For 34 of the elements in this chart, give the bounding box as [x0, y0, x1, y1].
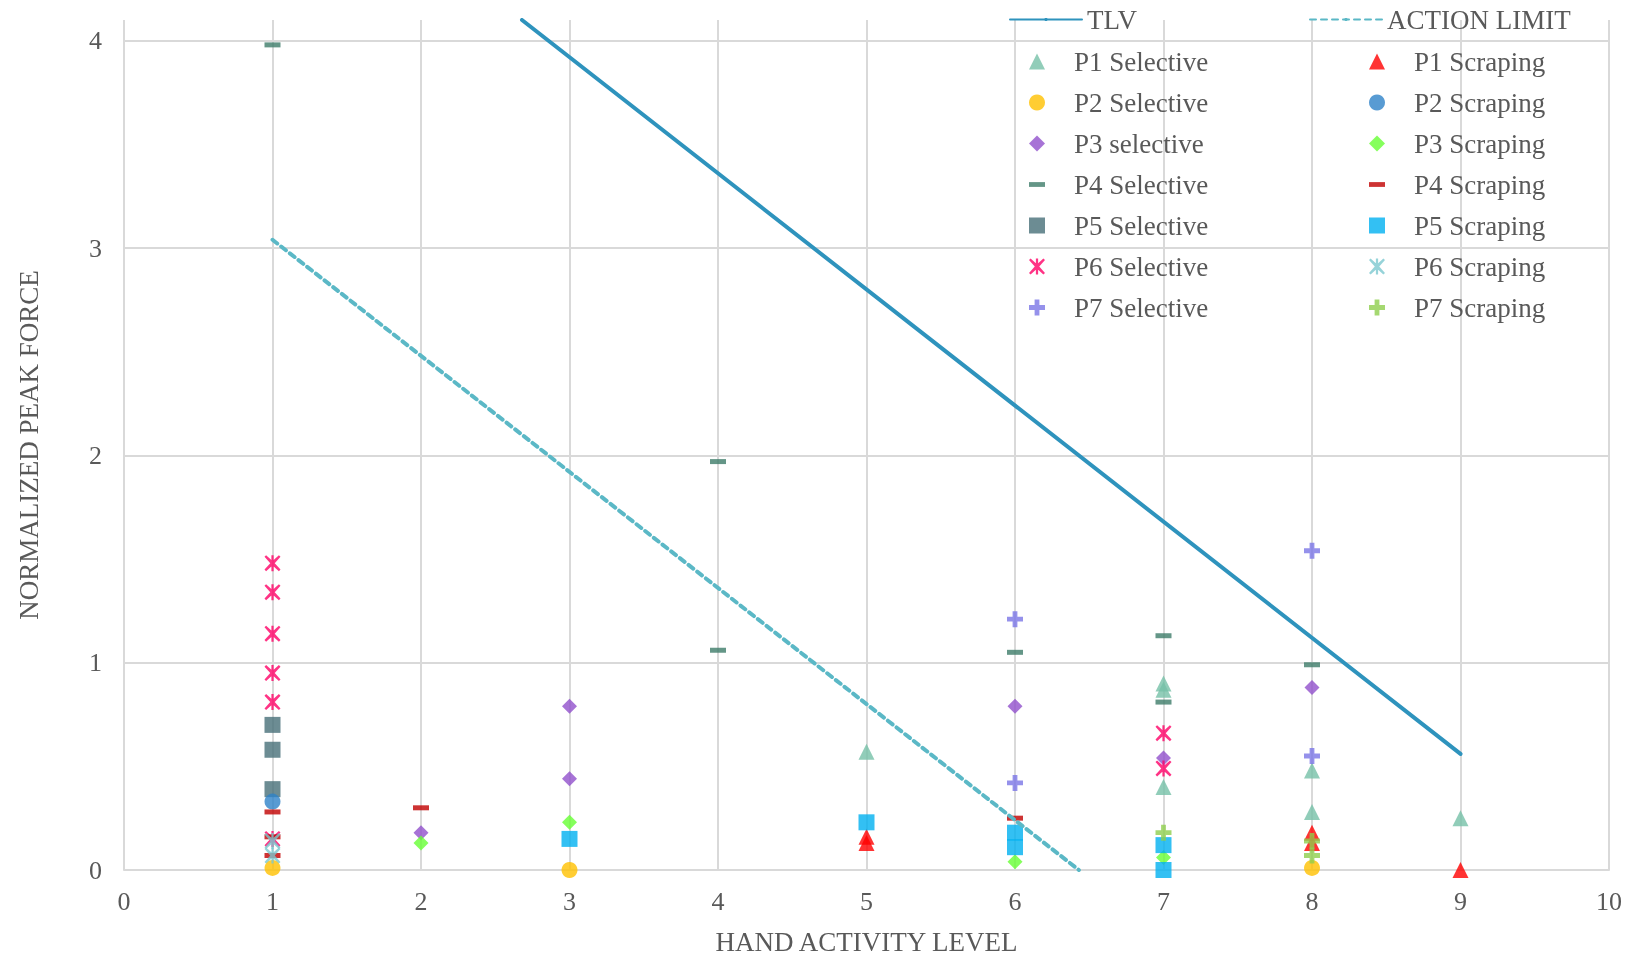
legend-label: P7 Selective [1074, 292, 1209, 323]
x-tick-label: 4 [711, 886, 725, 916]
x-tick-label: 2 [414, 886, 428, 916]
y-tick-label: 2 [89, 440, 102, 470]
x-tick-label: 7 [1157, 886, 1170, 916]
legend-label: P6 Scraping [1414, 251, 1546, 282]
legend-label: P1 Selective [1074, 46, 1209, 77]
legend-label: P3 selective [1074, 128, 1204, 159]
legend-label: P5 Selective [1074, 210, 1209, 241]
x-tick-label: 6 [1008, 886, 1022, 916]
y-tick-label: 0 [89, 855, 102, 885]
legend-label: P2 Scraping [1414, 87, 1546, 118]
legend-label: P5 Scraping [1414, 210, 1546, 241]
x-tick-label: 9 [1454, 886, 1467, 916]
legend-label: P2 Selective [1074, 87, 1209, 118]
x-axis-title: HAND ACTIVITY LEVEL [715, 926, 1018, 957]
y-tick-label: 3 [89, 233, 102, 263]
y-axis-title: NORMALIZED PEAK FORCE [13, 270, 44, 620]
y-tick-label: 1 [89, 648, 102, 678]
legend-label: P4 Scraping [1414, 169, 1546, 200]
x-tick-label: 8 [1305, 886, 1319, 916]
x-tick-label: 0 [117, 886, 131, 916]
legend-label: P4 Selective [1074, 169, 1209, 200]
y-tick-label: 4 [89, 26, 102, 56]
legend-label: ACTION LIMIT [1387, 4, 1572, 35]
x-tick-label: 1 [266, 886, 279, 916]
x-tick-label: 10 [1596, 886, 1622, 916]
x-tick-label: 3 [563, 886, 576, 916]
legend-label: TLV [1087, 4, 1138, 35]
legend-label: P3 Scraping [1414, 128, 1546, 159]
legend-label: P7 Scraping [1414, 292, 1546, 323]
x-tick-label: 5 [860, 886, 873, 916]
legend-label: P1 Scraping [1414, 46, 1546, 77]
legend-label: P6 Selective [1074, 251, 1209, 282]
